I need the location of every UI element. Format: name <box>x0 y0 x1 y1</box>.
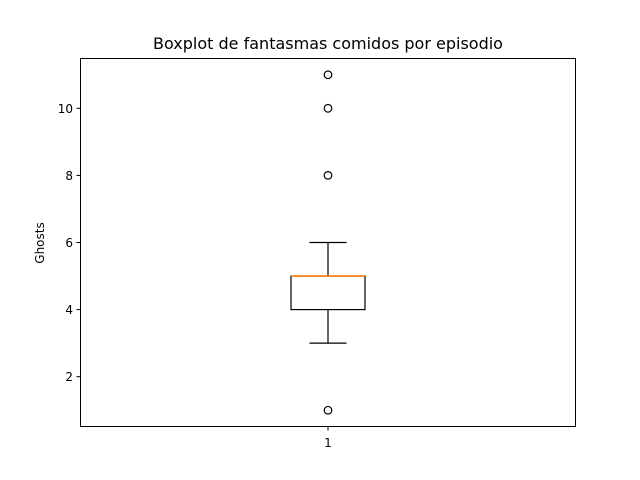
y-tick-label: 10 <box>58 102 73 116</box>
y-tick-label: 4 <box>65 303 73 317</box>
outlier-point <box>323 405 333 415</box>
plot-area: 2 4 6 8 10 1 <box>58 70 366 450</box>
outlier-point <box>323 103 333 113</box>
x-tick-label: 1 <box>324 436 332 450</box>
y-tick-label: 2 <box>65 370 73 384</box>
axes-frame <box>80 58 576 427</box>
outlier-point <box>323 70 333 80</box>
outlier-point <box>323 171 333 180</box>
y-tick-label: 6 <box>65 236 73 250</box>
chart-title: Boxplot de fantasmas comidos por episodi… <box>153 34 503 53</box>
y-axis-label: Ghosts <box>33 222 47 263</box>
y-tick-label: 8 <box>65 169 73 183</box>
